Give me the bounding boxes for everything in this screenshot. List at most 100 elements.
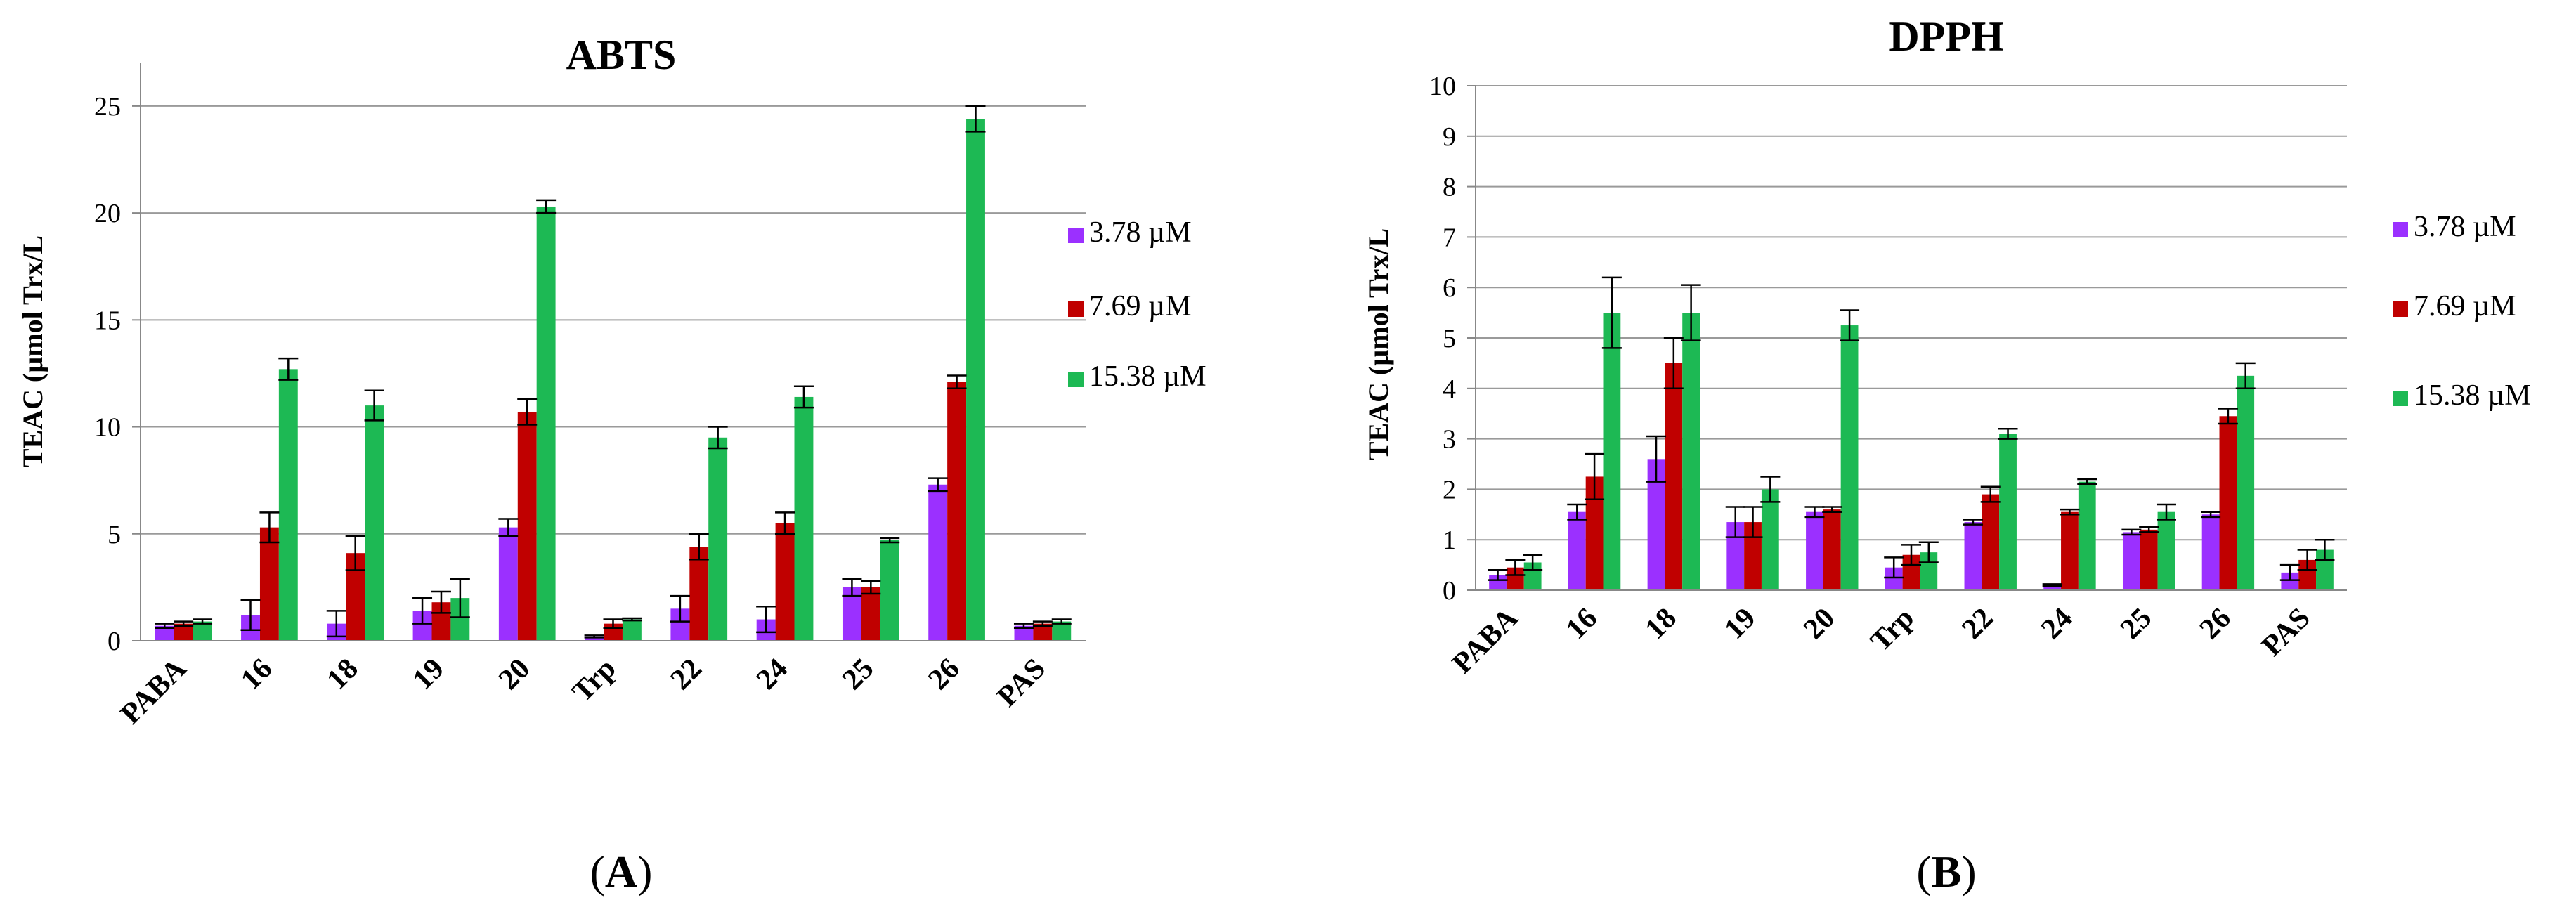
x-tick-label: Trp <box>566 653 623 709</box>
bar <box>2061 511 2079 590</box>
bar <box>2219 416 2237 590</box>
bar <box>708 437 728 641</box>
bar <box>517 412 537 641</box>
bars <box>155 119 1072 641</box>
y-tick-label: 4 <box>1443 374 1456 404</box>
y-tick-label: 3 <box>1443 425 1456 455</box>
legend: 3.78 µM 7.69 µM 15.38 µM <box>1068 216 1206 393</box>
bar <box>928 484 948 641</box>
legend-swatch <box>1068 301 1084 317</box>
bar <box>155 625 174 641</box>
gridlines <box>141 105 1086 535</box>
x-tick-label: Trp <box>1864 602 1920 658</box>
y-tick-label: 10 <box>94 413 121 443</box>
y-axis-ticks: 0 1 2 3 4 5 6 7 8 9 10 <box>1429 72 1476 606</box>
bar <box>193 621 212 641</box>
bar <box>278 369 298 641</box>
bar <box>498 527 518 641</box>
legend-swatch <box>1068 228 1084 243</box>
y-axis-label: TEAC (µmol Trx/L <box>17 235 48 467</box>
panel-letter: B <box>1932 847 1962 897</box>
bar <box>2043 585 2062 590</box>
y-tick-label: 5 <box>1443 324 1456 353</box>
bar <box>1761 489 1779 590</box>
legend-label: 15.38 µM <box>2414 379 2531 412</box>
x-tick-label: 19 <box>1718 602 1762 646</box>
x-tick-label: 16 <box>1560 602 1604 646</box>
x-tick-label: 18 <box>321 653 365 696</box>
x-tick-label: 18 <box>1639 602 1683 646</box>
bar <box>1665 363 1683 590</box>
x-tick-label: 26 <box>2194 602 2237 646</box>
bar <box>689 547 709 641</box>
x-tick-label: 19 <box>407 653 450 696</box>
legend-label: 3.78 µM <box>2414 211 2516 243</box>
x-tick-label: 25 <box>2114 602 2158 646</box>
x-tick-label: PABA <box>1446 601 1525 680</box>
legend-swatch <box>2393 301 2408 317</box>
bar <box>536 206 556 641</box>
y-tick-label: 1 <box>1443 526 1456 555</box>
bar <box>1489 575 1507 590</box>
bar <box>775 523 795 641</box>
legend-label: 3.78 µM <box>1089 216 1192 249</box>
x-tick-label: 22 <box>1956 602 2000 646</box>
error-bars <box>1488 276 2335 587</box>
bar <box>966 119 985 641</box>
legend-label: 7.69 µM <box>2414 290 2516 322</box>
legend-swatch <box>2393 391 2408 406</box>
bar <box>2122 532 2140 590</box>
y-tick-label: 5 <box>108 520 121 549</box>
bar <box>1999 434 2017 590</box>
x-tick-label: 24 <box>2035 602 2079 646</box>
bars <box>1489 313 2334 590</box>
y-tick-label: 15 <box>94 306 121 335</box>
bar <box>2140 529 2158 590</box>
bar <box>2201 514 2220 590</box>
x-tick-label: 22 <box>665 653 708 696</box>
legend-label: 7.69 µM <box>1089 290 1192 322</box>
x-tick-label: 16 <box>235 653 278 696</box>
bar <box>1982 494 2000 590</box>
bar <box>794 396 814 641</box>
legend: 3.78 µM 7.69 µM 15.38 µM <box>2393 211 2531 412</box>
bar <box>1052 621 1072 641</box>
bar <box>947 382 967 641</box>
y-tick-label: 25 <box>94 92 121 122</box>
bar <box>1823 509 1841 590</box>
x-tick-label: 24 <box>750 653 794 696</box>
bar <box>880 540 899 641</box>
chart-title: DPPH <box>1889 13 2003 60</box>
bar <box>2237 375 2255 590</box>
x-axis-ticks: PABA 16 18 19 20 Trp 22 24 25 26 PAS <box>1446 601 2316 680</box>
x-tick-label: 25 <box>836 653 880 696</box>
x-tick-label: PABA <box>115 652 193 731</box>
legend-swatch <box>2393 222 2408 237</box>
bar <box>861 587 880 641</box>
x-axis-ticks: PABA 16 18 19 20 Trp 22 24 25 26 PAS <box>115 652 1052 731</box>
bar <box>1840 325 1859 590</box>
bar <box>365 405 384 641</box>
x-tick-label: 20 <box>1797 602 1841 646</box>
bar <box>1964 522 1982 590</box>
y-tick-label: 0 <box>108 627 121 656</box>
dpph-chart-panel: DPPH TEAC (µmol Trx/L 0 1 2 3 4 5 6 7 8 9 10 PABA 1… <box>1362 13 2531 897</box>
panel-caption: (B) <box>1916 847 1976 897</box>
x-tick-label: 20 <box>493 653 536 696</box>
y-axis-ticks: 0 5 10 15 20 25 <box>94 92 141 656</box>
y-tick-label: 20 <box>94 199 121 228</box>
bar <box>259 527 279 641</box>
bar <box>2078 481 2096 590</box>
chart-title: ABTS <box>566 32 677 78</box>
bar <box>1014 625 1034 641</box>
bar <box>1603 313 1621 590</box>
x-tick-label: 26 <box>922 653 965 696</box>
y-tick-label: 2 <box>1443 475 1456 504</box>
x-tick-label: PAS <box>2256 602 2316 663</box>
gridlines <box>1476 85 2347 541</box>
y-tick-label: 0 <box>1443 576 1456 606</box>
legend-swatch <box>1068 372 1084 387</box>
y-tick-label: 6 <box>1443 273 1456 303</box>
panel-letter: A <box>605 847 637 897</box>
